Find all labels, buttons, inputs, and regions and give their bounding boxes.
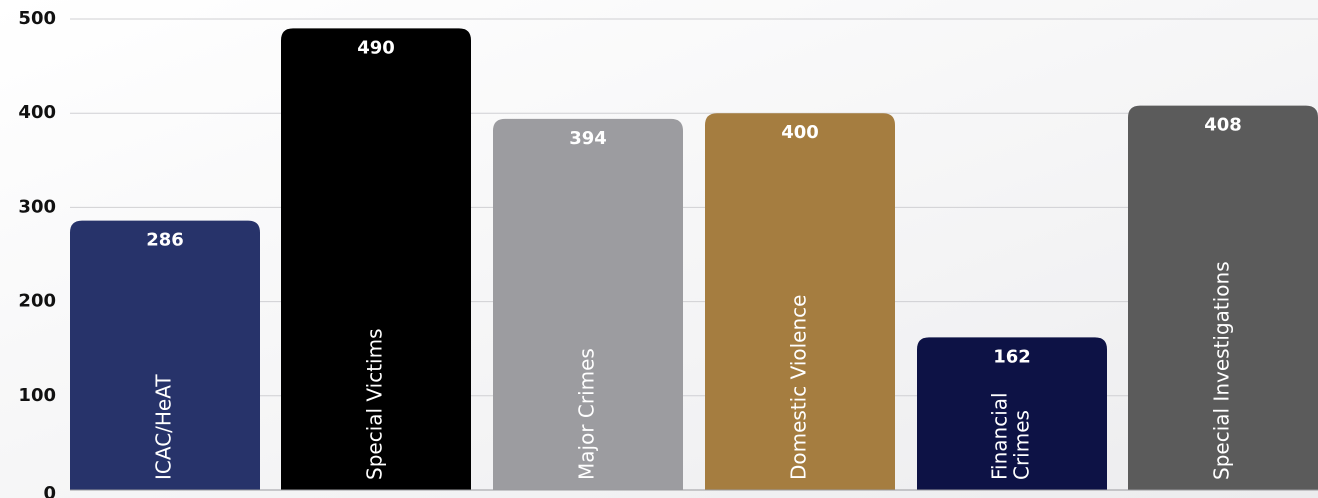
- bar: [1128, 105, 1318, 490]
- bar-category-label: Major Crimes: [575, 348, 599, 480]
- category-label-line: Special Investigations: [1210, 261, 1234, 480]
- bar: [493, 118, 683, 491]
- bar-category-label: ICAC/HeAT: [152, 374, 176, 480]
- bar-value-label: 162: [993, 346, 1031, 367]
- category-label-line: ICAC/HeAT: [152, 374, 176, 480]
- bar-value-label: 400: [781, 122, 819, 143]
- category-label-line: Financial: [988, 392, 1012, 480]
- y-tick-label: 500: [18, 8, 56, 29]
- category-label-line: Domestic Violence: [787, 295, 811, 480]
- y-tick-label: 400: [18, 102, 56, 123]
- y-tick-label: 0: [43, 483, 56, 498]
- y-tick-label: 300: [18, 196, 56, 217]
- bar-value-label: 286: [146, 230, 184, 251]
- bar: [281, 28, 471, 490]
- category-label-line: Special Victims: [363, 328, 387, 480]
- bar-category-label: Domestic Violence: [787, 295, 811, 480]
- bar-value-label: 394: [569, 128, 607, 149]
- bar: [917, 337, 1107, 490]
- category-label-line: Crimes: [1010, 410, 1034, 480]
- category-label-line: Major Crimes: [575, 348, 599, 480]
- bar: [70, 220, 260, 490]
- bar-value-label: 408: [1204, 115, 1242, 136]
- bar: [705, 113, 895, 490]
- y-tick-label: 100: [18, 385, 56, 406]
- y-tick-label: 200: [18, 291, 56, 312]
- bar-value-label: 490: [357, 37, 395, 58]
- bar-category-label: Special Victims: [363, 328, 387, 480]
- bar-category-label: Special Investigations: [1210, 261, 1234, 480]
